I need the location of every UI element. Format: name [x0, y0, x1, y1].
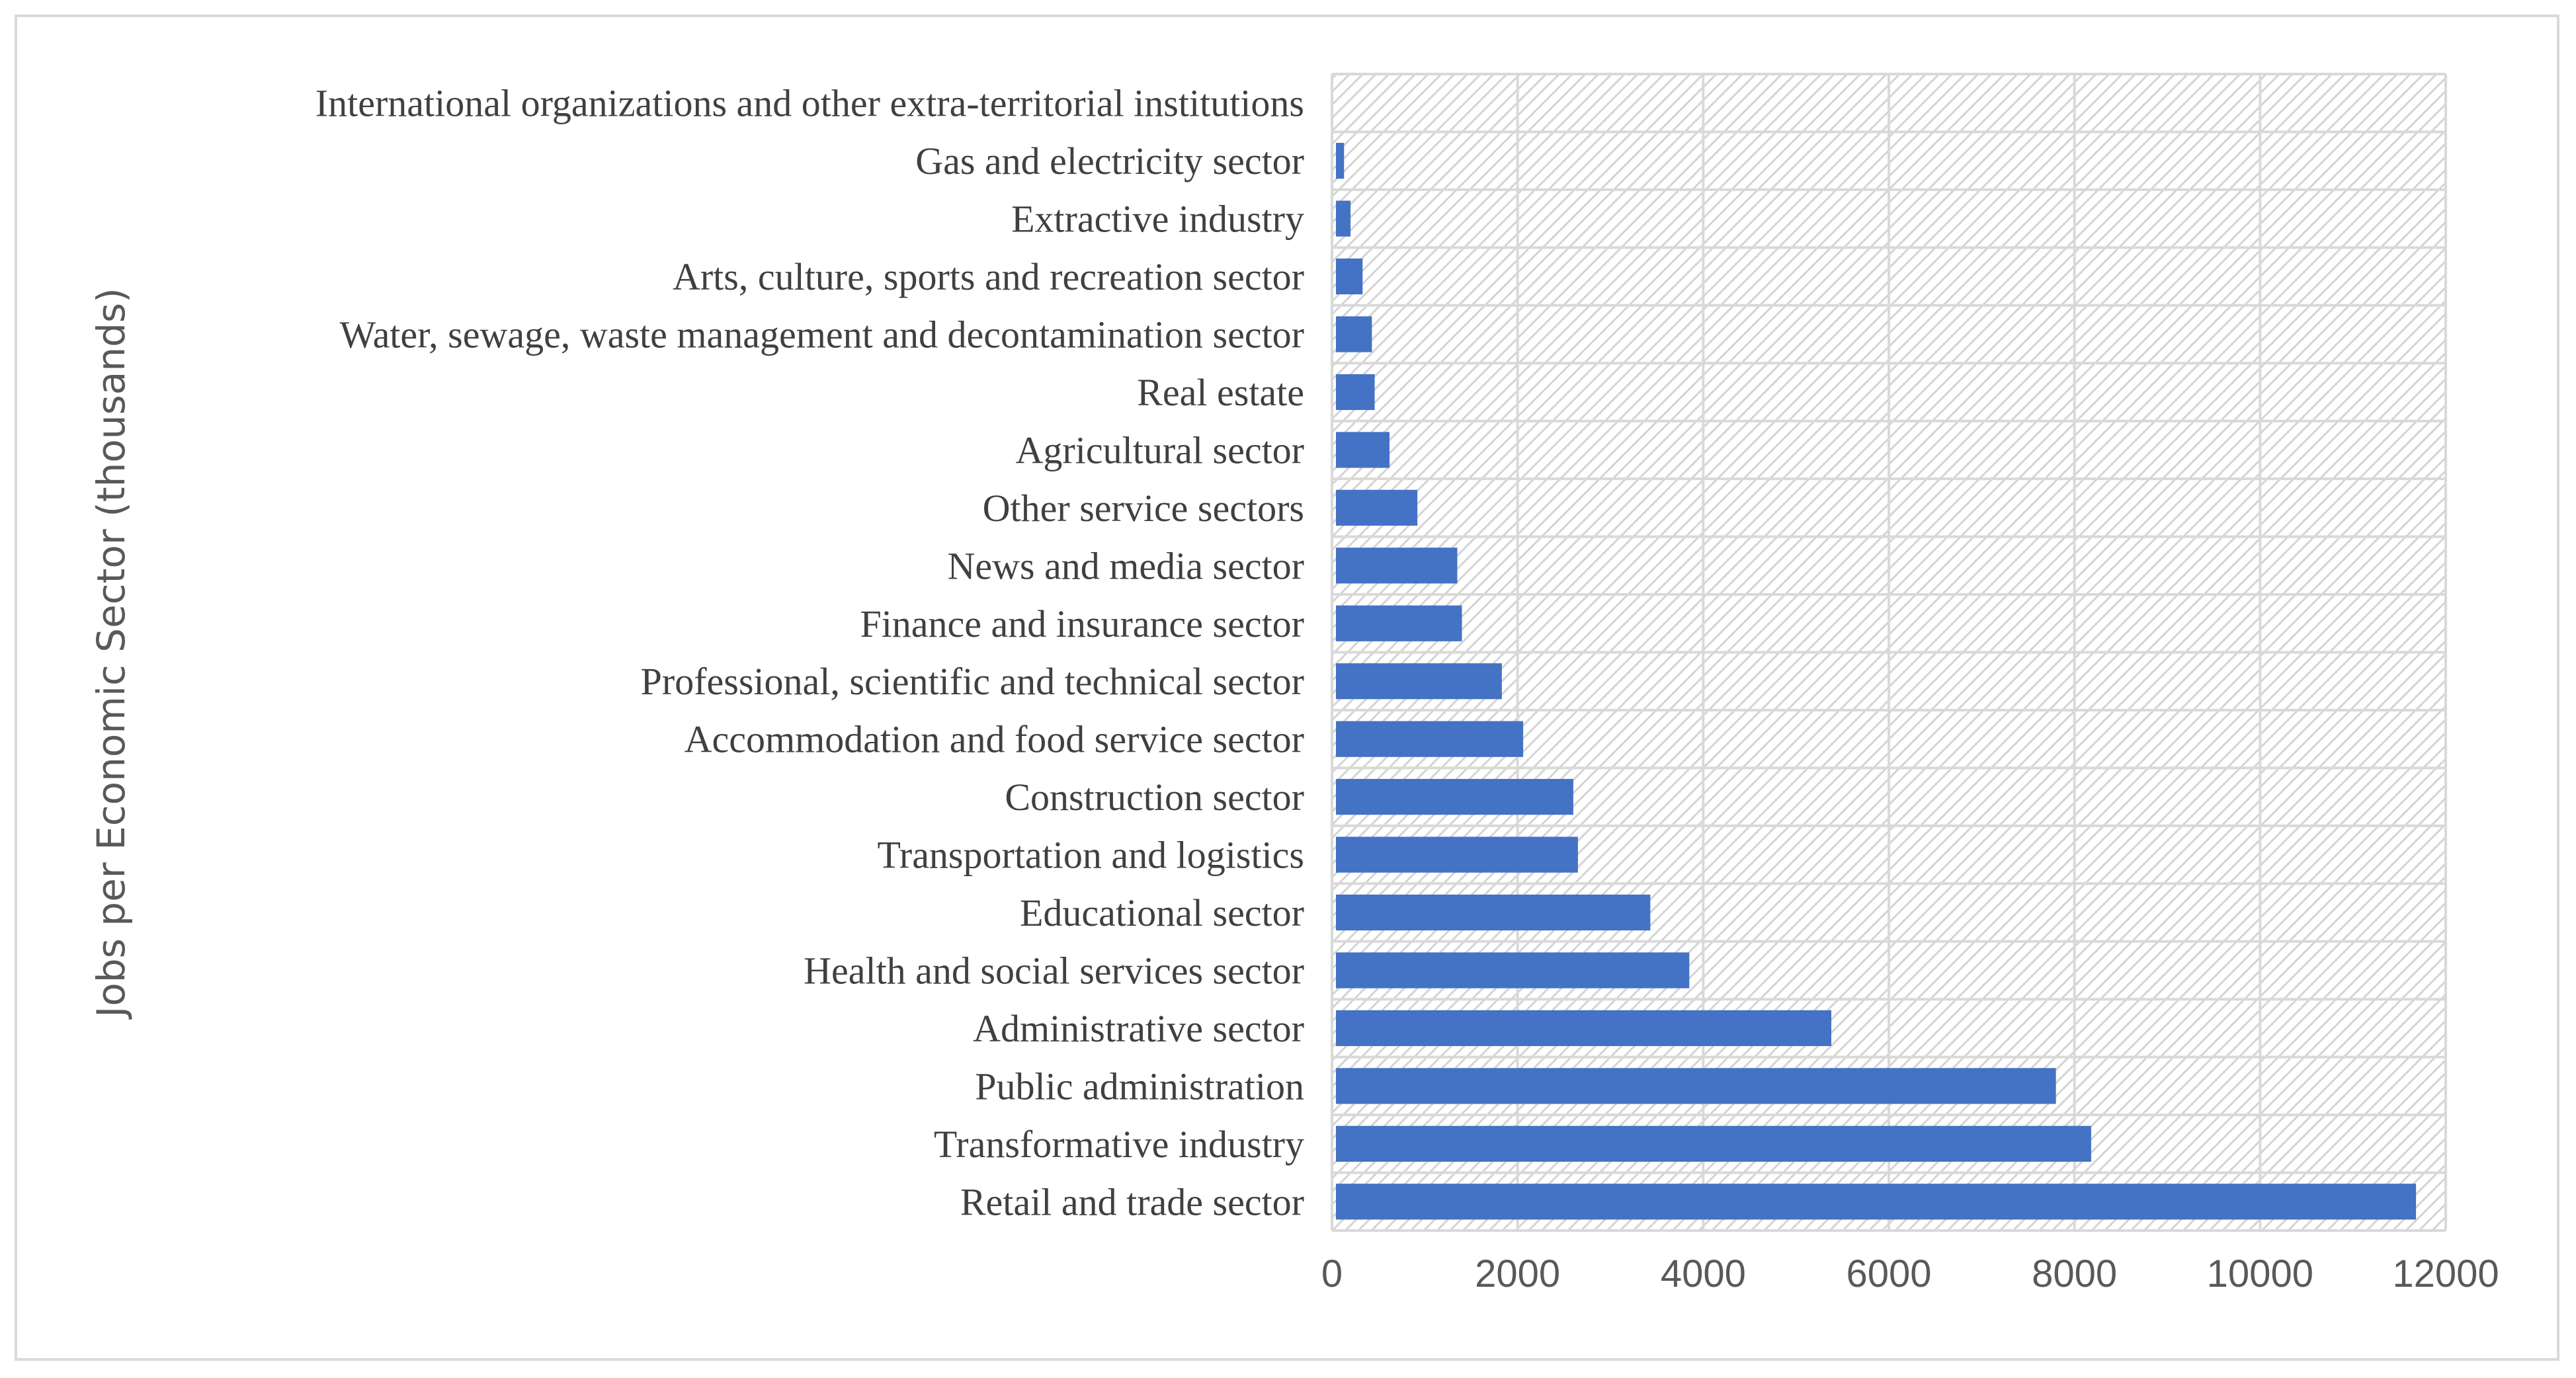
category-label: International organizations and other ex…	[315, 82, 1304, 125]
bar	[1336, 200, 1351, 237]
bar	[1336, 1010, 1831, 1047]
bar	[1336, 952, 1690, 989]
bar	[1336, 1068, 2056, 1104]
category-label: Agricultural sector	[1016, 428, 1304, 471]
category-label: Real estate	[1137, 371, 1304, 414]
x-axis-ticks: 0 2000 4000 6000 8000 10000 12000	[1321, 1252, 2499, 1295]
category-label: Transportation and logistics	[877, 834, 1304, 877]
category-labels: International organizations and other ex…	[315, 82, 1304, 1224]
bar	[1336, 1125, 2091, 1162]
category-label: Educational sector	[1020, 891, 1304, 934]
category-label: Construction sector	[1005, 776, 1304, 819]
bar	[1336, 432, 1390, 468]
x-tick-label: 4000	[1661, 1252, 1746, 1295]
bar	[1336, 1184, 2417, 1220]
y-axis-title: Jobs per Economic Sector (thousands)	[89, 288, 134, 1020]
category-label: Extractive industry	[1011, 198, 1304, 241]
bar	[1336, 489, 1418, 526]
category-label: Administrative sector	[973, 1007, 1304, 1050]
category-label: Retail and trade sector	[960, 1180, 1304, 1223]
category-label: Arts, culture, sports and recreation sec…	[673, 255, 1304, 298]
x-tick-label: 6000	[1846, 1252, 1931, 1295]
x-tick-label: 8000	[2032, 1252, 2117, 1295]
x-tick-label: 12000	[2392, 1252, 2499, 1295]
gridlines	[1331, 73, 2447, 1232]
x-tick-label: 2000	[1475, 1252, 1560, 1295]
category-label: Water, sewage, waste management and deco…	[339, 313, 1304, 356]
bar-chart: International organizations and other ex…	[89, 73, 2499, 1295]
category-label: Professional, scientific and technical s…	[641, 660, 1304, 703]
category-label: Health and social services sector	[804, 949, 1304, 992]
bar	[1336, 721, 1524, 757]
bar	[1336, 258, 1363, 295]
category-label: Public administration	[975, 1065, 1304, 1108]
chart-frame: International organizations and other ex…	[15, 15, 2559, 1361]
bar	[1336, 316, 1372, 352]
bar	[1336, 374, 1375, 411]
bars	[1336, 143, 2417, 1220]
category-label: Other service sectors	[983, 487, 1304, 530]
bar	[1336, 663, 1502, 700]
category-label: Accommodation and food service sector	[685, 718, 1304, 761]
bar	[1336, 894, 1651, 931]
bar	[1336, 143, 1345, 179]
category-label: Gas and electricity sector	[915, 140, 1304, 182]
bar	[1336, 605, 1462, 641]
category-label: News and media sector	[947, 544, 1304, 587]
x-tick-label: 10000	[2207, 1252, 2313, 1295]
bar	[1336, 547, 1458, 584]
category-label: Finance and insurance sector	[860, 602, 1304, 645]
x-tick-label: 0	[1321, 1252, 1343, 1295]
bar	[1336, 779, 1573, 815]
bar	[1336, 836, 1578, 873]
category-label: Transformative industry	[934, 1123, 1304, 1166]
